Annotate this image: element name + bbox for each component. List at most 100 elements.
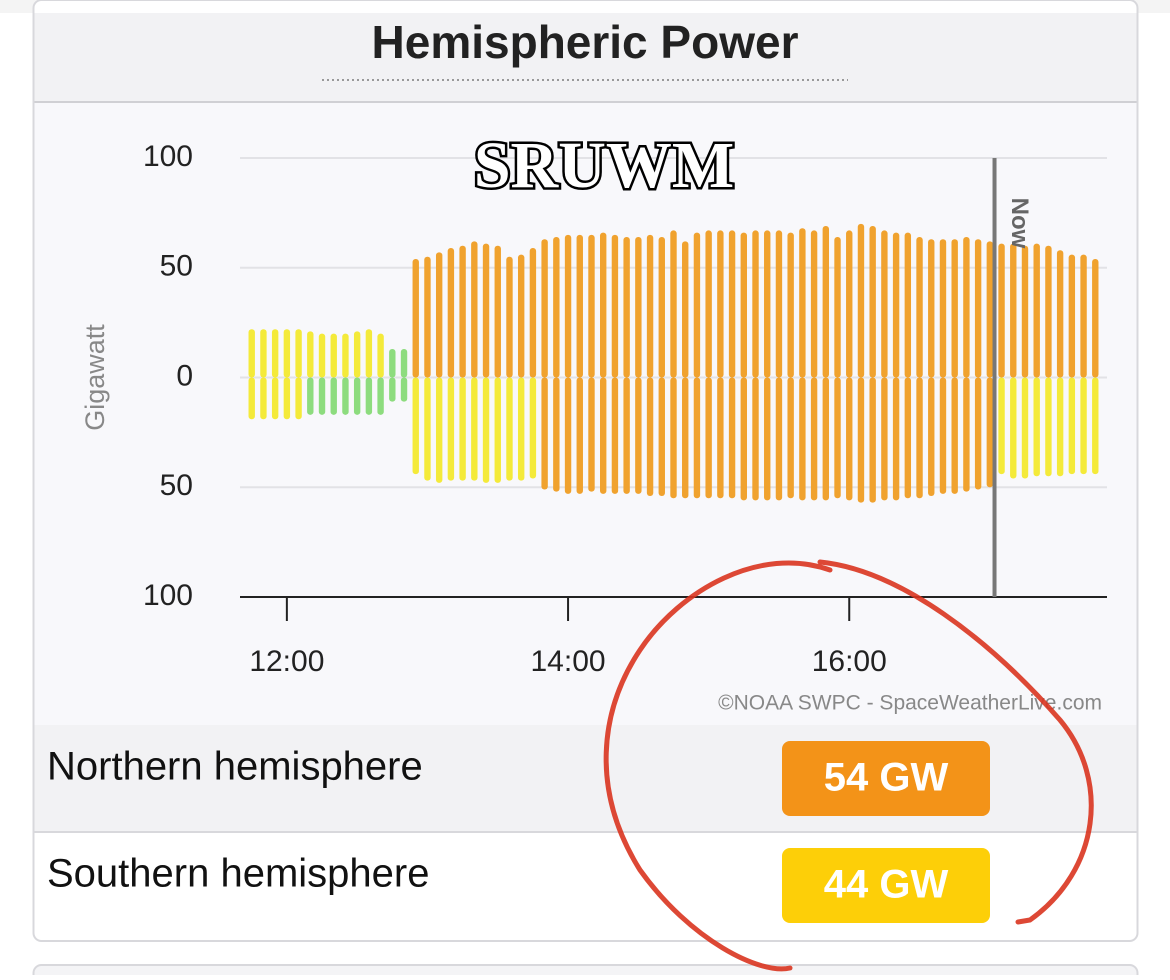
- bar: [787, 377, 794, 499]
- bar: [916, 377, 923, 499]
- bar: [553, 377, 560, 492]
- bar: [447, 377, 455, 481]
- bar: [564, 234, 572, 378]
- bar: [1068, 377, 1076, 475]
- bar: [471, 377, 478, 481]
- bar: [1068, 254, 1076, 378]
- bar: [600, 377, 607, 494]
- bar: [1056, 250, 1064, 378]
- bar: [693, 377, 701, 499]
- bar: [951, 239, 958, 378]
- bar: [951, 377, 958, 494]
- bar: [471, 241, 478, 378]
- bar: [986, 377, 994, 488]
- bar: [248, 329, 255, 378]
- bar: [752, 377, 759, 501]
- x-tick-label: 14:00: [531, 645, 606, 678]
- bar: [529, 247, 537, 378]
- bar: [892, 232, 900, 378]
- bar: [682, 377, 689, 499]
- bar: [412, 377, 419, 475]
- bar: [974, 377, 982, 490]
- bar: [998, 243, 1005, 378]
- bar: [764, 230, 771, 378]
- bar: [623, 237, 630, 378]
- bar: [506, 256, 513, 378]
- card-title: Hemispheric Power: [372, 16, 799, 68]
- chart: 100 50 0 50 100 Gigawatt 12:00 14:00 16:00 Now SRU…: [80, 127, 1107, 715]
- bar: [635, 377, 642, 494]
- bar: [904, 232, 912, 378]
- bar: [389, 377, 396, 402]
- bar: [881, 377, 888, 501]
- badge-text: 54 GW: [824, 756, 949, 800]
- bar: [307, 331, 314, 378]
- bar: [353, 377, 361, 415]
- bar: [834, 377, 841, 499]
- bar: [424, 377, 431, 481]
- bar: [775, 377, 783, 501]
- bar: [974, 239, 982, 378]
- x-tick-label: 12:00: [249, 645, 324, 678]
- bar: [1033, 243, 1040, 378]
- bar: [377, 333, 384, 378]
- bar: [916, 237, 923, 378]
- bar: [576, 377, 583, 494]
- bar: [658, 377, 665, 497]
- bar: [517, 377, 525, 481]
- bar: [939, 377, 947, 494]
- bar: [775, 230, 783, 378]
- bar: [740, 232, 747, 378]
- bar: [869, 377, 876, 503]
- bar: [271, 329, 279, 378]
- bar: [799, 228, 806, 378]
- bar: [447, 247, 455, 378]
- watermark: SRUWM: [474, 129, 734, 202]
- bar: [846, 377, 853, 501]
- bar: [939, 239, 947, 378]
- bar: [517, 254, 525, 378]
- bar: [330, 377, 337, 415]
- bar: [342, 333, 349, 378]
- bar: [482, 377, 490, 483]
- next-card: [32, 964, 1139, 980]
- y-tick-label: 100: [143, 579, 193, 612]
- bar: [857, 377, 865, 503]
- bar: [670, 230, 677, 378]
- credit: ©NOAA SWPC - SpaceWeatherLive.com: [718, 692, 1102, 715]
- y-tick-label: 50: [160, 250, 193, 283]
- bar: [810, 230, 818, 378]
- rows: Northern hemisphere 54 GW Southern hemisph…: [47, 741, 990, 923]
- bar: [705, 230, 712, 378]
- bar: [834, 237, 841, 378]
- bar: [822, 226, 830, 378]
- bar: [553, 237, 560, 378]
- badge-text: 44 GW: [824, 863, 949, 907]
- bar: [1080, 377, 1087, 475]
- bar: [260, 329, 267, 378]
- bar: [717, 377, 724, 499]
- badge: [782, 848, 990, 923]
- bar: [1021, 377, 1029, 479]
- bar: [1033, 377, 1040, 477]
- bar: [412, 258, 419, 378]
- bar: [260, 377, 267, 420]
- bar: [670, 377, 677, 499]
- bar: [248, 377, 255, 420]
- bar: [588, 377, 595, 492]
- card-header: [34, 13, 1137, 102]
- bar: [810, 377, 818, 501]
- bar: [998, 377, 1005, 475]
- bar: [271, 377, 279, 420]
- bar: [963, 237, 970, 378]
- bar: [494, 377, 501, 483]
- bar: [1056, 377, 1064, 477]
- bar: [330, 333, 337, 378]
- bar: [728, 230, 736, 378]
- x-tick-label: 16:00: [812, 645, 887, 678]
- bar: [846, 230, 853, 378]
- y-tick-label: 100: [143, 140, 193, 173]
- bar: [635, 237, 642, 378]
- bar: [963, 377, 970, 492]
